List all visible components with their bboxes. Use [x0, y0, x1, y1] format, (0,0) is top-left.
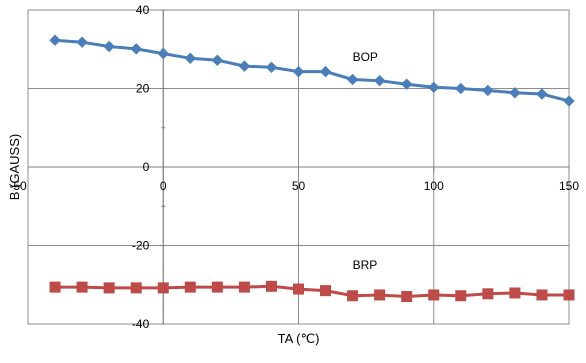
data-point-bop	[455, 82, 467, 95]
data-point-brp	[184, 281, 196, 293]
data-point-bop	[184, 52, 197, 64]
labels: TA (℃) B (GAUSS) BOP BRP	[7, 50, 378, 346]
data-point-bop	[482, 84, 494, 97]
y-tick-label: -20	[132, 239, 150, 253]
x-tick-label: 150	[559, 179, 579, 193]
data-point-bop	[292, 65, 305, 78]
series-label-bop: BOP	[353, 50, 378, 64]
data-point-bop	[76, 36, 88, 48]
data-point-bop	[130, 43, 142, 55]
data-point-brp	[265, 280, 277, 292]
series-bop	[49, 34, 575, 107]
data-point-brp	[49, 281, 61, 293]
data-point-brp	[130, 282, 142, 294]
y-tick-label: 0	[143, 160, 150, 174]
data-point-bop	[265, 61, 278, 74]
data-point-brp	[293, 283, 304, 295]
data-point-bop	[238, 60, 251, 72]
x-tick-label: 50	[292, 179, 306, 193]
data-point-brp	[428, 289, 440, 301]
data-point-bop	[346, 73, 359, 86]
x-axis-title: TA (℃)	[278, 331, 320, 346]
data-point-brp	[563, 289, 575, 301]
data-point-bop	[319, 65, 332, 78]
x-tick-label: -50	[9, 179, 27, 193]
data-point-brp	[401, 291, 413, 303]
data-point-bop	[563, 95, 575, 107]
series-label-brp: BRP	[353, 258, 378, 272]
series-brp	[49, 280, 575, 303]
data-point-bop	[428, 81, 440, 94]
data-point-bop	[103, 40, 115, 53]
data-point-bop	[157, 47, 169, 60]
data-point-bop	[211, 54, 224, 66]
data-point-brp	[455, 290, 467, 302]
data-point-brp	[238, 281, 250, 293]
data-point-brp	[211, 281, 223, 293]
data-point-bop	[49, 34, 61, 46]
data-point-brp	[374, 289, 386, 301]
data-point-bop	[373, 74, 386, 87]
x-tick-label: 0	[160, 179, 167, 193]
data-point-brp	[103, 282, 115, 294]
series-layer	[49, 34, 575, 303]
y-tick-label: 40	[136, 3, 150, 17]
data-point-bop	[400, 78, 413, 90]
data-point-brp	[536, 289, 548, 301]
x-tick-label: 100	[424, 179, 444, 193]
data-point-bop	[536, 88, 548, 100]
y-axis-title: B (GAUSS)	[7, 134, 22, 200]
data-point-bop	[509, 87, 521, 99]
data-point-brp	[157, 282, 169, 294]
data-point-brp	[76, 281, 88, 293]
data-point-brp	[320, 285, 332, 297]
axes: -50 0 50 100 150 -40 -20 0 20 40	[9, 3, 579, 331]
y-tick-label: 20	[136, 82, 150, 96]
data-point-brp	[509, 287, 521, 299]
data-point-brp	[482, 288, 494, 300]
data-point-brp	[347, 290, 359, 302]
y-tick-label: -40	[132, 317, 150, 331]
